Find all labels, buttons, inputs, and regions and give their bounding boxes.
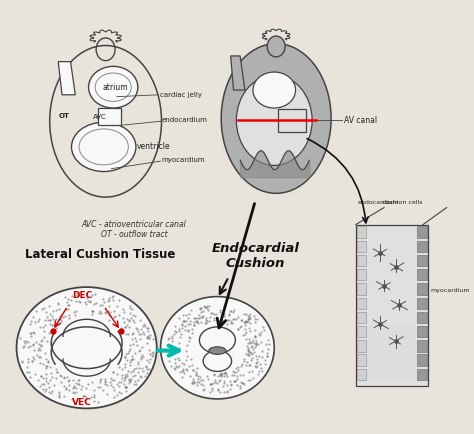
Bar xyxy=(417,255,427,266)
Text: atrium: atrium xyxy=(102,83,128,92)
Text: cardiac
jelly: cardiac jelly xyxy=(375,364,399,375)
Text: OT - outflow tract: OT - outflow tract xyxy=(100,230,167,239)
Bar xyxy=(278,109,307,132)
Bar xyxy=(356,269,366,280)
Text: AVC - atrioventricular canal: AVC - atrioventricular canal xyxy=(82,220,186,230)
Bar xyxy=(417,312,427,323)
Bar xyxy=(417,298,427,309)
Text: Lateral Cushion Tissue: Lateral Cushion Tissue xyxy=(25,248,175,261)
Ellipse shape xyxy=(237,76,312,165)
Text: endocardium: endocardium xyxy=(162,117,208,123)
Text: Endocardial
Cushion: Endocardial Cushion xyxy=(211,242,299,270)
Bar xyxy=(356,368,366,380)
Ellipse shape xyxy=(209,347,226,355)
Text: endocardium: endocardium xyxy=(357,200,399,205)
Text: VEC: VEC xyxy=(72,398,92,407)
Polygon shape xyxy=(98,108,121,125)
Ellipse shape xyxy=(221,44,331,193)
Text: AVC: AVC xyxy=(93,114,107,120)
Bar xyxy=(356,283,366,295)
Ellipse shape xyxy=(203,351,232,372)
Text: AV canal: AV canal xyxy=(344,116,377,125)
Bar xyxy=(356,241,366,252)
Text: myocardium: myocardium xyxy=(430,289,470,293)
Text: DEC: DEC xyxy=(72,292,92,300)
Polygon shape xyxy=(58,62,75,95)
Bar xyxy=(356,224,428,386)
Bar xyxy=(417,269,427,280)
Ellipse shape xyxy=(72,122,136,171)
Text: cushion cells: cushion cells xyxy=(383,200,423,205)
Bar xyxy=(356,255,366,266)
Text: myocardium: myocardium xyxy=(162,157,205,163)
Ellipse shape xyxy=(200,327,236,353)
Bar xyxy=(417,355,427,366)
Ellipse shape xyxy=(267,36,285,57)
Text: ventricle: ventricle xyxy=(137,142,171,151)
Bar xyxy=(417,283,427,295)
Polygon shape xyxy=(231,56,245,90)
Bar xyxy=(356,340,366,352)
Ellipse shape xyxy=(17,287,157,408)
Bar xyxy=(417,326,427,337)
Bar xyxy=(356,312,366,323)
Text: cardiac jelly: cardiac jelly xyxy=(160,92,201,98)
Bar xyxy=(417,241,427,252)
Text: OT: OT xyxy=(58,113,69,118)
Ellipse shape xyxy=(253,72,296,108)
Bar xyxy=(356,355,366,366)
Ellipse shape xyxy=(89,66,138,108)
Ellipse shape xyxy=(59,329,114,367)
Bar xyxy=(417,368,427,380)
Ellipse shape xyxy=(161,296,274,399)
Bar xyxy=(356,326,366,337)
Bar xyxy=(367,324,416,382)
Bar xyxy=(417,227,427,238)
Bar xyxy=(417,340,427,352)
Bar xyxy=(356,298,366,309)
Bar xyxy=(356,227,366,238)
